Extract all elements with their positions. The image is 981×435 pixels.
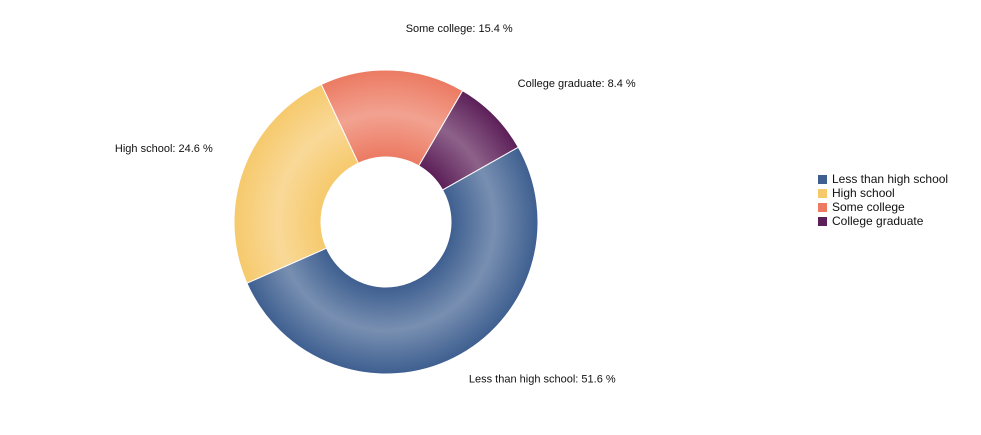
legend-swatch (818, 175, 827, 184)
legend-swatch (818, 217, 827, 226)
legend-swatch (818, 203, 827, 212)
donut-slice (233, 83, 360, 284)
legend-label: High school (832, 186, 895, 200)
legend-swatch (818, 189, 827, 198)
data-label: High school: 24.6 % (115, 143, 213, 155)
legend-label: College graduate (832, 214, 924, 228)
legend-label: Some college (832, 200, 905, 214)
legend-label: Less than high school (832, 172, 948, 186)
data-label: College graduate: 8.4 % (518, 78, 636, 90)
donut-slice (320, 69, 464, 167)
donut-slice (246, 146, 539, 375)
donut-slice (418, 90, 519, 191)
data-label: Less than high school: 51.6 % (469, 373, 616, 385)
data-label: Some college: 15.4 % (406, 23, 513, 35)
